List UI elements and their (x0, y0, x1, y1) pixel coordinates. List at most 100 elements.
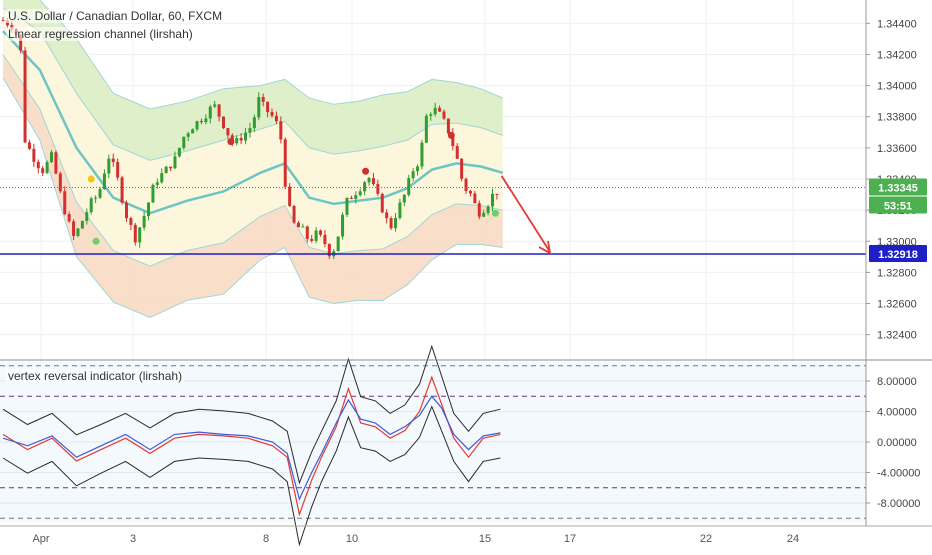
candle-body (50, 152, 54, 162)
projection-arrow-line (500, 175, 551, 253)
y-tick-label: 4.00000 (877, 407, 917, 419)
candle-body (102, 173, 106, 190)
candle-body (124, 202, 128, 219)
candle-body (455, 146, 459, 159)
y-tick-label: 1.32800 (877, 267, 917, 279)
candle-body (213, 104, 217, 107)
candle-body (420, 142, 424, 167)
regression-mid-line (2, 30, 504, 215)
band-edge-line (38, 0, 503, 110)
candle-body (486, 206, 490, 213)
projection-arrowhead (538, 240, 552, 255)
candle-body (371, 178, 375, 184)
candle-body (468, 191, 472, 194)
candle-body (310, 238, 314, 241)
candle-body (142, 216, 146, 228)
candle-body (45, 161, 49, 174)
candle-body (72, 221, 76, 236)
candle-body (438, 107, 442, 112)
candle-body (182, 136, 186, 148)
candle-body (451, 133, 455, 147)
y-tick-label: 1.33800 (877, 112, 917, 124)
candle-body (23, 50, 27, 143)
candle-body (222, 116, 225, 129)
indicator-label-regression: Linear regression channel (lirshah) (6, 27, 195, 41)
signal-dot (227, 138, 235, 146)
candle-body (398, 202, 402, 219)
candle-body (239, 138, 243, 141)
band-edge-line (2, 7, 503, 161)
x-tick-label: 17 (564, 533, 576, 545)
countdown-label: 53:51 (884, 201, 912, 213)
candle-body (363, 182, 367, 192)
candle-body (191, 129, 195, 134)
candle-body (147, 202, 151, 217)
candle-body (67, 214, 71, 222)
candle-body (116, 162, 120, 178)
candle-body (270, 112, 274, 116)
signal-dot (491, 209, 499, 217)
oscillator-upper-envelope (2, 344, 501, 485)
target-price-label-box (869, 245, 927, 263)
indicator-label-vertex: vertex reversal indicator (lirshah) (6, 369, 185, 383)
candle-body (288, 186, 292, 206)
candle-body (491, 193, 495, 207)
band-edge-line (2, 77, 503, 319)
candle-body (292, 205, 296, 223)
signal-dot (362, 167, 370, 175)
candle-body (169, 166, 173, 169)
candle-body (327, 244, 331, 257)
x-tick-label: 3 (130, 533, 136, 545)
candle-body (129, 218, 133, 225)
candle-body (85, 212, 89, 221)
candle-body (94, 197, 98, 199)
candle-body (336, 236, 340, 252)
candle-body (349, 197, 353, 200)
x-tick-label: 22 (700, 533, 712, 545)
candle-body (358, 191, 362, 196)
candle-body (380, 193, 384, 213)
candle-body (389, 218, 393, 229)
signal-dot (447, 131, 455, 139)
signal-dot (87, 175, 95, 183)
candle-body (186, 133, 190, 137)
candle-body (477, 203, 481, 217)
candle-body (195, 121, 199, 130)
x-tick-label: 24 (787, 533, 799, 545)
y-tick-label: 1.33600 (877, 143, 917, 155)
candle-body (244, 132, 248, 141)
candle-body (235, 138, 239, 144)
candle-body (58, 173, 62, 192)
candle-body (107, 158, 111, 174)
candle-body (248, 128, 252, 133)
candle-body (385, 212, 389, 219)
candle-body (164, 166, 168, 174)
candle-body (177, 147, 181, 157)
candle-body (446, 118, 450, 134)
candle-body (120, 177, 124, 203)
candle-body (217, 104, 221, 117)
y-tick-label: -8.00000 (877, 498, 920, 510)
x-tick-label: 10 (346, 533, 358, 545)
candle-body (252, 117, 256, 129)
candle-body (473, 193, 477, 204)
regression-lower-band (3, 54, 503, 318)
candle-body (341, 214, 345, 237)
regression-center-band (3, 7, 503, 267)
x-tick-label: Apr (32, 533, 49, 545)
candle-body (301, 226, 305, 228)
countdown-label-box (869, 196, 927, 214)
y-tick-label: 0.00000 (877, 437, 917, 449)
candle-body (433, 107, 437, 115)
candle-body (133, 224, 137, 243)
candle-body (155, 182, 159, 185)
candle-body (204, 118, 208, 123)
candle-body (138, 227, 142, 243)
candle-body (323, 234, 327, 245)
candle-body (208, 106, 212, 119)
candle-body (283, 139, 287, 187)
last-price-label-box (869, 178, 927, 196)
candle-body (314, 230, 318, 241)
candle-body (226, 128, 230, 136)
